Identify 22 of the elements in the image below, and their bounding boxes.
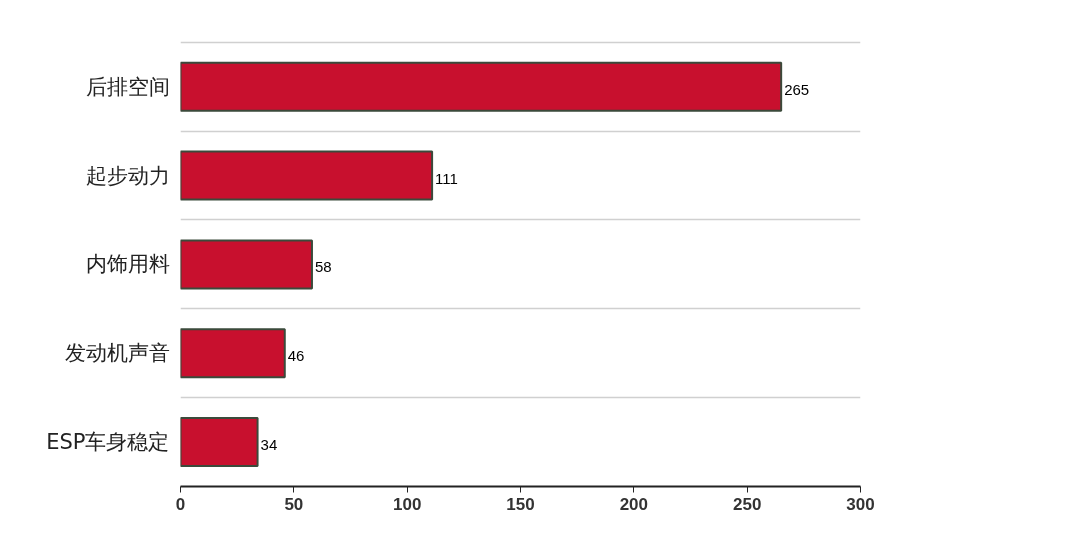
- x-tick-label: 100: [392, 494, 422, 514]
- data-label: 58: [314, 258, 332, 276]
- x-tick-label: 200: [619, 494, 649, 514]
- data-label: 111: [435, 169, 458, 187]
- y-tick-label: 后排空间: [85, 74, 170, 99]
- y-tick-label: 发动机声音: [64, 341, 170, 366]
- y-tick-label: 起步动力: [85, 163, 170, 188]
- x-tick-label: 150: [506, 494, 535, 514]
- y-tick-label: ESP车身稳定: [46, 430, 170, 455]
- data-label: 34: [260, 436, 278, 454]
- x-tick-label: 300: [846, 494, 875, 514]
- x-tick-label: 0: [175, 494, 186, 514]
- bar: [180, 61, 783, 112]
- x-tick-label: 50: [284, 494, 304, 514]
- y-tick-label: 内饰用料: [85, 252, 170, 277]
- bar: [180, 239, 313, 290]
- bar: [180, 328, 286, 379]
- bar: [180, 150, 434, 201]
- x-tick-label: 250: [732, 494, 762, 514]
- data-label: 265: [784, 80, 810, 98]
- data-label: 46: [287, 347, 305, 365]
- bar: [180, 417, 259, 468]
